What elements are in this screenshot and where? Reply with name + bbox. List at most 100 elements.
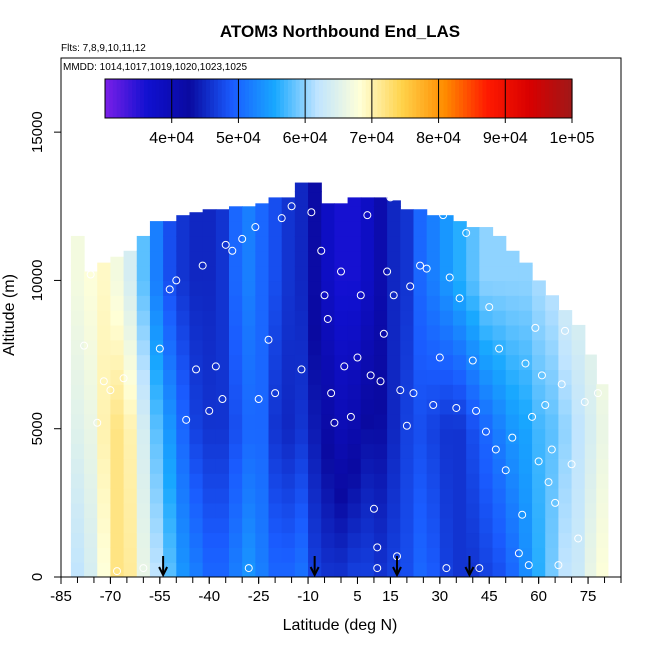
- heatmap-cell: [189, 443, 204, 459]
- heatmap-cell: [229, 443, 243, 459]
- heatmap-cell: [215, 295, 230, 311]
- heatmap-cell: [84, 354, 98, 370]
- heatmap-cell: [545, 399, 560, 415]
- heatmap-cell: [149, 517, 164, 534]
- heatmap-cell: [189, 250, 204, 267]
- heatmap-cell: [413, 562, 428, 577]
- heatmap-cell: [110, 399, 125, 415]
- sample-point: [481, 427, 490, 436]
- heatmap-cell: [360, 532, 375, 548]
- colorbar-segment: [428, 79, 433, 118]
- heatmap-cell: [321, 413, 336, 430]
- heatmap-cell: [294, 280, 309, 296]
- heatmap-cell: [558, 517, 573, 534]
- heatmap-cell: [426, 215, 441, 222]
- heatmap-cell: [334, 562, 349, 577]
- x-tick-label: -70: [100, 588, 122, 605]
- sample-point: [373, 543, 382, 552]
- heatmap-cell: [176, 399, 191, 415]
- heatmap-cell: [215, 399, 230, 415]
- heatmap-cell: [505, 562, 520, 577]
- heatmap-cell: [110, 532, 125, 548]
- sample-point: [557, 380, 566, 389]
- heatmap-cell: [163, 502, 177, 519]
- heatmap-cell: [571, 369, 586, 385]
- heatmap-cell: [176, 339, 191, 356]
- heatmap-cell: [110, 280, 125, 296]
- heatmap-cell: [492, 473, 507, 489]
- heatmap-cell: [347, 517, 362, 534]
- heatmap-cell: [136, 310, 151, 326]
- heatmap-cell: [479, 295, 494, 311]
- sample-point: [80, 341, 89, 350]
- sample-point: [271, 389, 280, 398]
- x-axis: -85 -70 -55 -40 -25 -10 5 15 30 45 60 75: [50, 577, 622, 605]
- heatmap-cell: [189, 532, 204, 548]
- heatmap-cell: [242, 250, 256, 267]
- colorbar-segment: [357, 79, 363, 118]
- heatmap-cell: [202, 502, 217, 519]
- heatmap-cell: [163, 250, 177, 267]
- heatmap-cell: [255, 428, 270, 445]
- heatmap-cell: [308, 502, 322, 519]
- heatmap-cell: [202, 428, 217, 445]
- colorbar-segment: [116, 79, 122, 118]
- sample-point: [537, 371, 546, 380]
- sample-point: [317, 246, 326, 255]
- colorbar-segment: [525, 79, 530, 118]
- x-tick-label: 15: [382, 588, 399, 605]
- heatmap-cell: [439, 250, 454, 267]
- heatmap-cell: [97, 413, 112, 430]
- heatmap-cell: [294, 443, 309, 459]
- heatmap-cell: [215, 532, 230, 548]
- heatmap-cell: [97, 369, 112, 385]
- heatmap-cell: [466, 502, 480, 519]
- heatmap-cell: [308, 517, 322, 534]
- heatmap-cell: [479, 458, 494, 474]
- heatmap-cell: [268, 250, 283, 267]
- heatmap-cell: [373, 280, 388, 296]
- heatmap-cell: [426, 428, 441, 445]
- heatmap-cell: [584, 413, 597, 430]
- heatmap-cell: [70, 458, 85, 474]
- colorbar-segment: [330, 79, 336, 118]
- heatmap-cell: [229, 250, 243, 267]
- heatmap-cell: [294, 502, 309, 519]
- heatmap-cell: [84, 339, 98, 356]
- heatmap-cell: [479, 532, 494, 548]
- heatmap-cell: [163, 384, 177, 400]
- heatmap-cell: [136, 428, 151, 445]
- heatmap-cell: [584, 562, 597, 577]
- heatmap-cell: [505, 413, 520, 430]
- heatmap-cell: [70, 547, 85, 563]
- heatmap-cell: [439, 399, 454, 415]
- heatmap-cell: [123, 458, 138, 474]
- heatmap-cell: [110, 354, 125, 370]
- heatmap-cell: [294, 354, 309, 370]
- heatmap-cell: [492, 250, 507, 267]
- heatmap-cell: [84, 324, 98, 341]
- heatmap-cell: [360, 473, 375, 489]
- heatmap-cell: [347, 250, 362, 267]
- heatmap-cell: [413, 280, 428, 296]
- heatmap-cell: [532, 517, 546, 534]
- heatmap-cell: [558, 310, 573, 326]
- heatmap-cell: [558, 399, 573, 415]
- heatmap-cell: [123, 310, 138, 326]
- heatmap-cell: [242, 413, 256, 430]
- heatmap-cell: [505, 443, 520, 459]
- heatmap-cell: [334, 443, 349, 459]
- heatmap-cell: [439, 473, 454, 489]
- heatmap-cell: [255, 517, 270, 534]
- colorbar-segment: [564, 79, 569, 118]
- heatmap-cell: [492, 562, 507, 577]
- heatmap-cell: [479, 227, 494, 237]
- colorbar-segment: [233, 79, 238, 118]
- heatmap-cell: [439, 280, 454, 296]
- heatmap-cell: [360, 280, 375, 296]
- heatmap-cell: [518, 384, 533, 400]
- heatmap-cell: [321, 532, 336, 548]
- heatmap-cell: [242, 324, 256, 341]
- heatmap-cell: [426, 324, 441, 341]
- heatmap-cell: [97, 428, 112, 445]
